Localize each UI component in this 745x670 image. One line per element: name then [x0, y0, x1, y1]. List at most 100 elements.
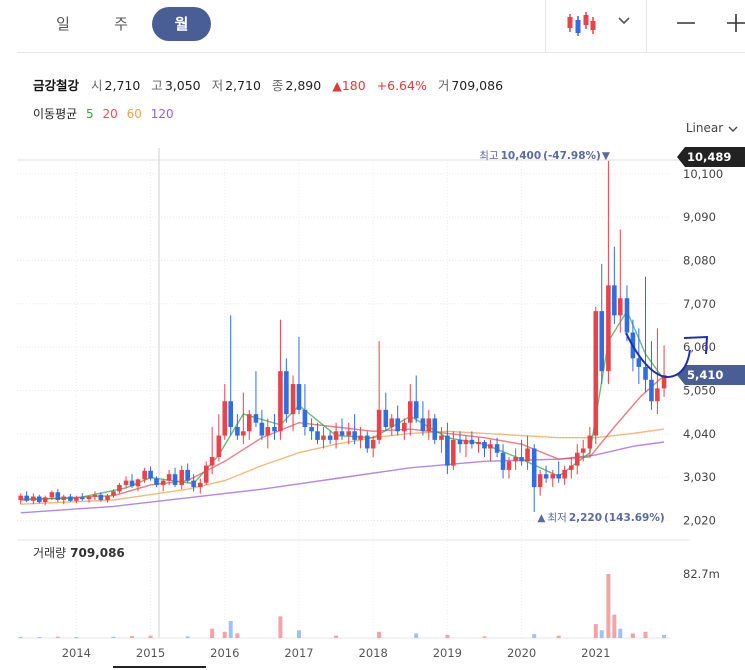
candle-body [246, 414, 252, 432]
candle-body [284, 371, 289, 415]
candle-body [599, 311, 605, 372]
candle [606, 160, 611, 385]
candle [643, 276, 648, 393]
candle-body [624, 298, 630, 333]
candle [407, 384, 413, 436]
candle [439, 426, 444, 453]
candle [519, 439, 524, 466]
candle-body [550, 474, 556, 479]
chevron-down-icon[interactable] [616, 14, 632, 28]
low-label: 저 [211, 78, 224, 93]
candle [129, 474, 135, 488]
tab-daily[interactable]: 일 [56, 15, 70, 33]
candle [191, 474, 196, 492]
candle-body [129, 480, 135, 487]
toolbar-divider [545, 0, 546, 52]
x-tick-label: 2014 [62, 646, 91, 660]
volume-label: 거 [437, 78, 450, 93]
volume-axis-tick: 82.7m [683, 567, 720, 581]
volume-bar [334, 635, 339, 638]
candle-body [655, 388, 660, 402]
candle [321, 426, 326, 449]
volume-value: 709,086 [451, 78, 504, 93]
candle-body [185, 469, 190, 481]
plus-icon[interactable] [725, 12, 745, 34]
candle-body [135, 479, 141, 487]
open-label: 시 [91, 78, 103, 93]
volume-bar [662, 634, 667, 638]
candle-body [209, 457, 215, 466]
low-value: 2,710 [225, 78, 261, 93]
y-tick-label: 7,070 [683, 297, 716, 311]
volume-bar [599, 630, 604, 638]
volume-bar [414, 633, 419, 638]
high-label: 고 [151, 78, 163, 93]
candle [296, 336, 302, 415]
candle-body [612, 285, 617, 316]
chart-toolbar: 일 주 월 [0, 0, 745, 52]
candle-body [513, 457, 518, 462]
volume-bar [74, 636, 79, 638]
candle [494, 437, 500, 458]
candle [451, 431, 456, 470]
ma-5[interactable]: 5 [86, 107, 94, 121]
candle-body [587, 435, 593, 449]
candle-body [346, 431, 351, 436]
candle-body [333, 431, 339, 440]
change-percent: +6.64% [376, 78, 427, 93]
candlestick-icon[interactable] [566, 12, 596, 38]
candle-body [241, 431, 246, 436]
ma-20[interactable]: 20 [102, 107, 118, 121]
volume-bar [278, 616, 283, 638]
candle [506, 457, 512, 479]
y-tick-label: 6,060 [683, 340, 716, 354]
candle-body [407, 401, 413, 423]
candle-body [439, 435, 444, 440]
volume-bar [148, 635, 153, 638]
candle [488, 439, 493, 462]
candle [111, 489, 116, 498]
tab-weekly[interactable]: 주 [114, 15, 128, 33]
volume-bar [296, 630, 301, 638]
candle-body [235, 426, 240, 436]
candle [531, 444, 537, 512]
candle-body [80, 497, 85, 500]
candle-body [290, 384, 296, 415]
ma-60[interactable]: 60 [126, 107, 142, 121]
candle-body [166, 474, 172, 481]
candle [333, 422, 339, 449]
candle [655, 328, 660, 415]
scale-mode-select[interactable]: Linear [686, 121, 739, 135]
ma-120[interactable]: 120 [150, 107, 174, 121]
candle [166, 469, 172, 485]
candle [364, 431, 370, 453]
candle [253, 371, 259, 427]
candle-body [364, 435, 370, 449]
candle [537, 469, 543, 496]
candle [556, 461, 561, 483]
candle [241, 392, 246, 445]
candle [358, 426, 363, 449]
candle-body [179, 469, 185, 485]
volume-bar [185, 636, 190, 638]
candle [346, 422, 351, 445]
minus-icon[interactable] [675, 12, 697, 34]
candle-body [36, 496, 42, 503]
tab-monthly[interactable]: 월 [152, 7, 211, 41]
candle-body [117, 484, 122, 492]
hand-drawn-arrow [625, 332, 709, 379]
price-summary: 금강철강 시 2,710 고 3,050 저 2,710 종 2,890 ▲180 +6… [33, 75, 510, 94]
candle [550, 469, 556, 488]
grid [17, 148, 690, 639]
candle-body [636, 358, 642, 367]
candle-body [86, 496, 92, 500]
candle-body [61, 496, 67, 500]
scale-mode-label: Linear [685, 121, 724, 135]
volume-bar [222, 631, 227, 638]
candle [599, 263, 605, 385]
candle-body [339, 431, 345, 436]
y-tick-label: 10,100 [683, 167, 723, 181]
volume-bar [556, 635, 561, 638]
candle-body [649, 379, 654, 402]
